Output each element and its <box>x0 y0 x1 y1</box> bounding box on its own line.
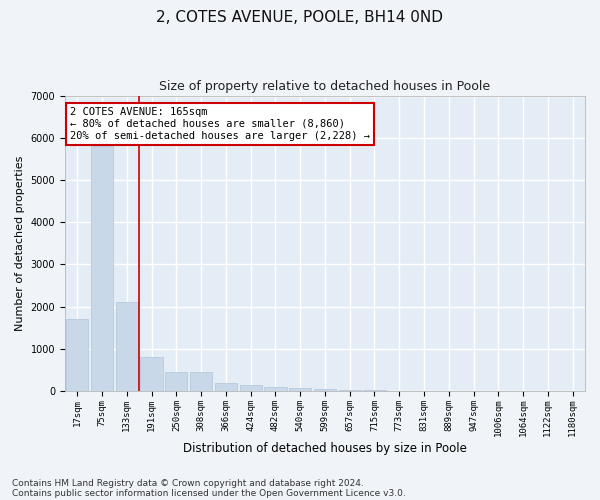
Text: 2, COTES AVENUE, POOLE, BH14 0ND: 2, COTES AVENUE, POOLE, BH14 0ND <box>157 10 443 25</box>
Bar <box>140 358 163 391</box>
Text: Contains HM Land Registry data © Crown copyright and database right 2024.: Contains HM Land Registry data © Crown c… <box>12 478 364 488</box>
X-axis label: Distribution of detached houses by size in Poole: Distribution of detached houses by size … <box>183 442 467 455</box>
Y-axis label: Number of detached properties: Number of detached properties <box>15 156 25 331</box>
Title: Size of property relative to detached houses in Poole: Size of property relative to detached ho… <box>160 80 491 93</box>
Bar <box>66 320 88 391</box>
Bar <box>215 383 237 391</box>
Bar <box>116 302 138 391</box>
Bar <box>364 390 386 391</box>
Bar <box>289 388 311 391</box>
Bar <box>190 372 212 391</box>
Bar <box>165 372 187 391</box>
Bar <box>91 146 113 391</box>
Text: 2 COTES AVENUE: 165sqm
← 80% of detached houses are smaller (8,860)
20% of semi-: 2 COTES AVENUE: 165sqm ← 80% of detached… <box>70 108 370 140</box>
Bar <box>239 386 262 391</box>
Text: Contains public sector information licensed under the Open Government Licence v3: Contains public sector information licen… <box>12 488 406 498</box>
Bar <box>314 390 336 391</box>
Bar <box>264 387 287 391</box>
Bar <box>338 390 361 391</box>
